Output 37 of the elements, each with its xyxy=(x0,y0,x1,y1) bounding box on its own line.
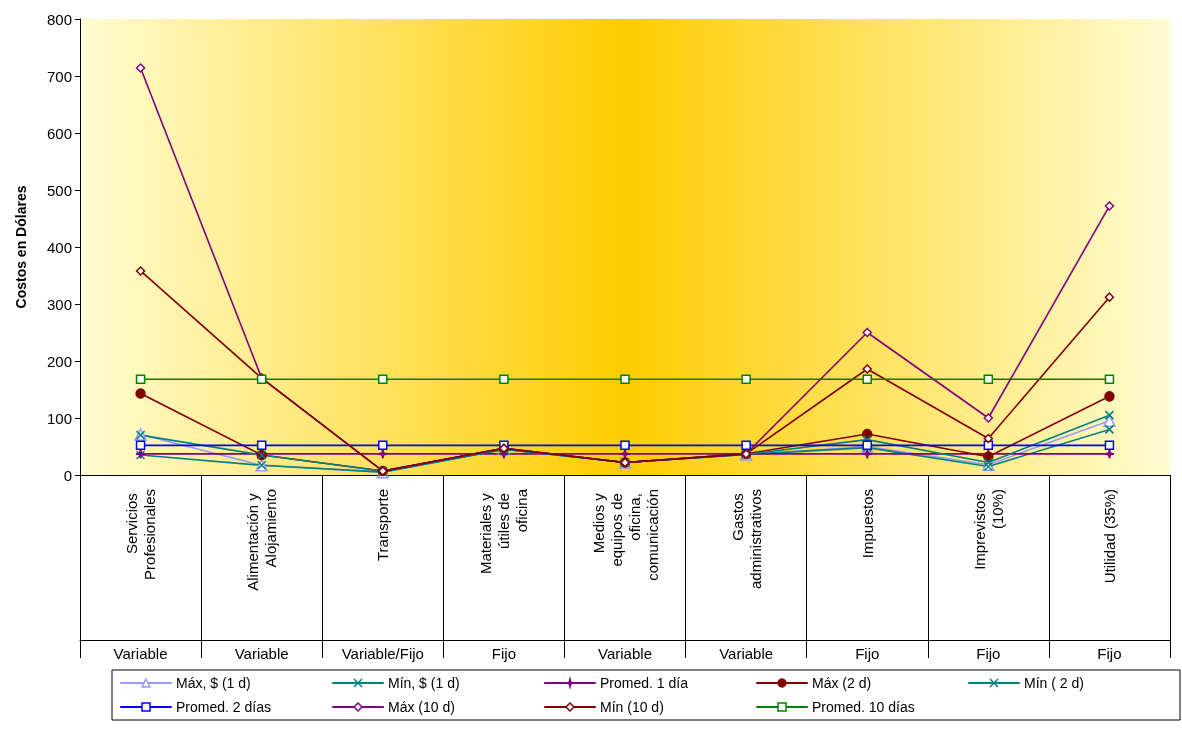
y-tick-label: 600 xyxy=(46,124,72,142)
y-tick-label: 800 xyxy=(46,10,72,28)
legend-label: Máx, $ (1 d) xyxy=(176,675,251,691)
y-tick-label: 500 xyxy=(46,181,72,199)
text: Variable xyxy=(598,645,652,662)
y-tick-label: 0 xyxy=(63,466,72,484)
x-tick-label: Imprevistos (10%) xyxy=(970,489,1006,570)
x-tick-label: Impuestos xyxy=(858,489,876,559)
text: Fijo xyxy=(1097,645,1122,662)
legend-label: Mín, $ (1 d) xyxy=(388,675,460,691)
x-tick-label: Medios y equipos de oficina, comunicación xyxy=(589,489,661,581)
text: Fijo xyxy=(855,645,880,662)
x-tick-label: Gastos administrativos xyxy=(728,489,764,590)
text: Fijo xyxy=(491,645,516,662)
legend-label: Promed. 1 día xyxy=(600,675,689,691)
y-tick-label: 300 xyxy=(46,295,72,313)
x-tick-label: Servicios Profesionales xyxy=(123,489,159,580)
text: Variable xyxy=(234,645,289,662)
legend-label: Máx (10 d) xyxy=(388,699,455,715)
x-tick-label: Transporte xyxy=(374,489,392,561)
x-tick-label: Materiales y útiles de oficina xyxy=(477,488,531,575)
x-tick-label: Alimentación y Alojamiento xyxy=(244,489,280,591)
legend-label: Promed. 2 días xyxy=(176,699,271,715)
legend-label: Máx (2 d) xyxy=(812,675,872,691)
text: Variable xyxy=(719,645,774,662)
legend-label: Promed. 10 días xyxy=(812,699,915,715)
text: Variable xyxy=(113,645,168,662)
legend-label: Mín ( 2 d) xyxy=(1024,675,1084,691)
legend-label: Mín (10 d) xyxy=(600,699,664,715)
y-tick-label: 200 xyxy=(46,352,72,370)
y-tick-label: 400 xyxy=(46,238,72,256)
y-axis-title: Costos en Dólares xyxy=(13,185,29,309)
x-tick-label: Utilidad (35%) xyxy=(1100,489,1118,584)
text: Fijo xyxy=(976,645,1001,662)
text: Variable/Fijo xyxy=(341,645,424,662)
y-tick-label: 100 xyxy=(46,409,72,427)
y-tick-label: 700 xyxy=(46,67,72,85)
